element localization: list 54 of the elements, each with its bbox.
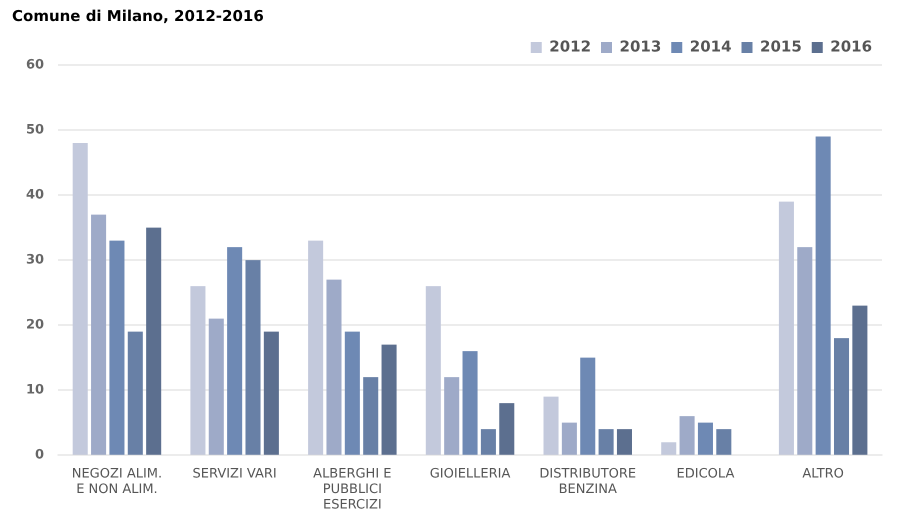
bar [72,143,88,455]
y-tick-label: 60 [26,57,44,72]
bar [661,442,676,455]
bar [190,286,206,455]
bar [245,260,261,455]
x-tick-label: GIOIELLERIA [430,466,510,482]
bar [834,338,850,455]
x-tick-label: EDICOLA [676,466,734,482]
bar [128,332,143,455]
bar [91,214,106,455]
bar [444,377,460,455]
bar [598,429,614,455]
bar [344,332,360,455]
x-tick-label: NEGOZI ALIM. E NON ALIM. [72,466,162,497]
bar [499,403,514,455]
bar [543,396,559,455]
bar [462,351,478,455]
bar [227,247,242,455]
legend-label: 2013 [620,37,662,56]
legend-label: 2012 [549,37,592,56]
bar [426,286,441,455]
bar [326,280,342,455]
chart-title: Comune di Milano, 2012-2016 [12,6,264,25]
bar [562,422,577,455]
y-tick-label: 20 [26,318,44,333]
x-tick-label: SERVIZI VARI [192,466,277,482]
bar [716,429,732,455]
y-tick-label: 40 [26,187,44,202]
bar [480,429,496,455]
bar [698,422,713,455]
x-tick-label: ALTRO [802,466,844,482]
bar [264,332,279,455]
bar [680,416,695,455]
bar [778,202,794,455]
x-tick-label: DISTRIBUTORE BENZINA [539,466,636,497]
bar [797,247,812,455]
bar [109,240,124,455]
bar [580,358,596,455]
bar [382,344,397,455]
bar [852,306,868,455]
x-tick-label: ALBERGHI E PUBBLICI ESERCIZI [313,466,392,513]
bar [208,318,224,455]
y-tick-label: 10 [26,382,44,398]
y-tick-label: 0 [35,448,44,463]
bar [816,136,831,455]
y-tick-label: 30 [26,252,44,268]
bar [363,377,378,455]
bar [308,240,324,455]
legend-label: 2014 [690,37,732,56]
bar [616,429,632,455]
bar [146,228,162,455]
legend-label: 2016 [830,37,872,56]
y-tick-label: 50 [26,122,44,138]
legend-label: 2015 [760,37,802,56]
